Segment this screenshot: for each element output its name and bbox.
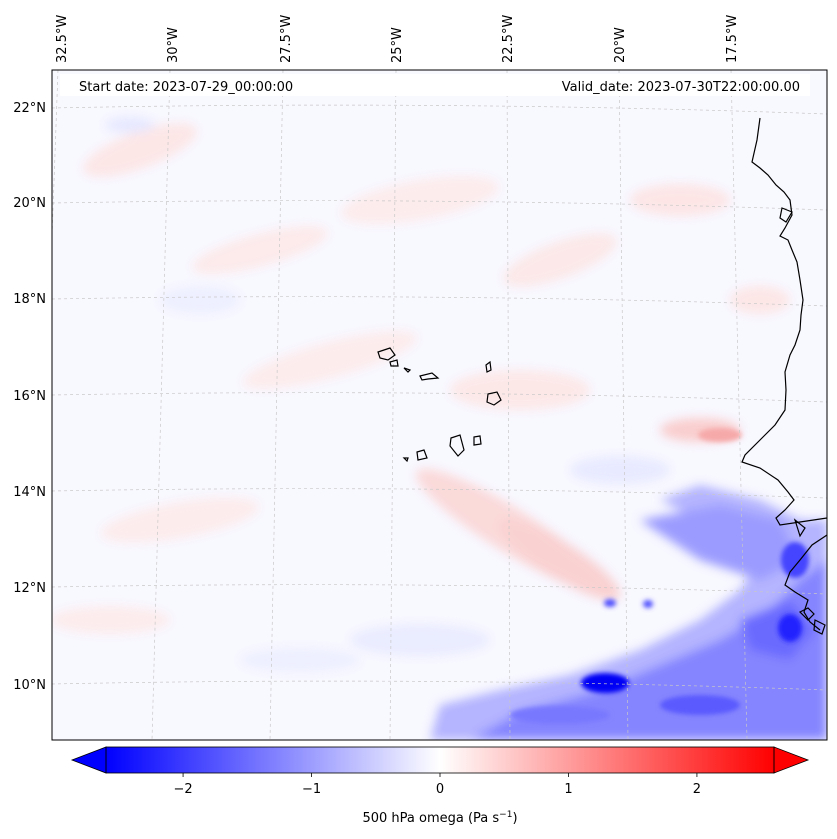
colorbar-tick-label: −1	[302, 782, 321, 797]
lat-label: 12°N	[13, 581, 46, 596]
header-strip	[60, 74, 810, 96]
lon-label: 25°W	[390, 27, 405, 63]
lat-label: 20°N	[13, 196, 46, 211]
colorbar-ticks: −2 −1 0 1 2	[173, 773, 701, 797]
latitude-labels: 22°N 20°N 18°N 16°N 14°N 12°N 10°N	[13, 101, 46, 693]
colorbar-label: 500 hPa omega (Pa s−1)	[362, 810, 517, 826]
lon-label: 32.5°W	[55, 15, 70, 63]
lon-label: 22.5°W	[501, 15, 516, 63]
longitude-labels: 32.5°W 30°W 27.5°W 25°W 22.5°W 20°W 17.5…	[55, 15, 740, 63]
lon-label: 20°W	[613, 27, 628, 63]
lat-label: 14°N	[13, 485, 46, 500]
colorbar-tick-label: −2	[173, 782, 192, 797]
colorbar: −2 −1 0 1 2 500 hPa omega (Pa s−1)	[70, 746, 810, 826]
lat-label: 16°N	[13, 389, 46, 404]
lat-label: 22°N	[13, 101, 46, 116]
lat-label: 18°N	[13, 292, 46, 307]
lon-label: 17.5°W	[725, 15, 740, 63]
colorbar-tick-label: 1	[564, 782, 572, 797]
colorbar-tick-label: 0	[436, 782, 444, 797]
colorbar-extend-high	[773, 746, 810, 774]
valid-date-label: Valid_date: 2023-07-30T22:00:00.00	[562, 80, 800, 95]
coastline	[377, 117, 827, 635]
start-date-label: Start date: 2023-07-29_00:00:00	[79, 80, 293, 95]
lon-label: 27.5°W	[279, 15, 294, 63]
map-frame	[51, 69, 828, 741]
colorbar-gradient	[106, 747, 774, 773]
omega-field	[52, 117, 827, 740]
lat-label: 10°N	[13, 678, 46, 693]
colorbar-extend-low	[70, 746, 107, 774]
lon-label: 30°W	[166, 27, 181, 63]
gridlines	[52, 70, 827, 740]
colorbar-tick-label: 2	[693, 782, 701, 797]
